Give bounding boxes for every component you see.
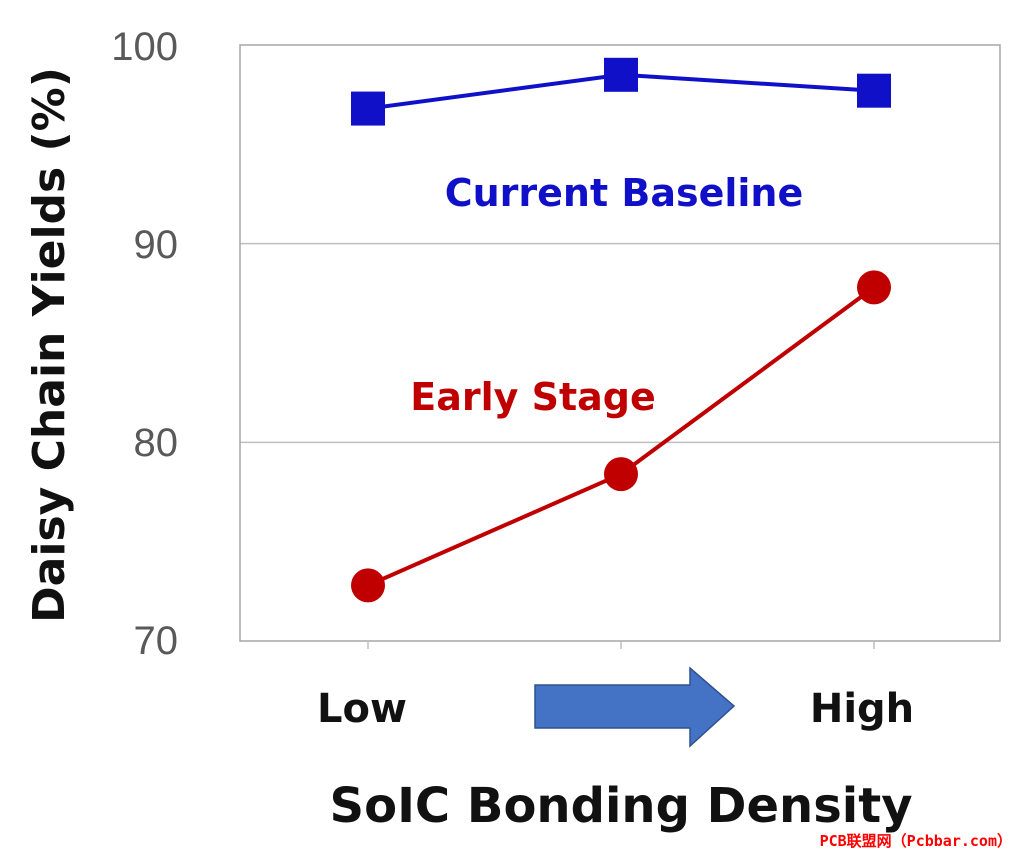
watermark-text: PCB联盟网（Pcbbar.com） [820, 832, 1012, 850]
y-tick-label-80: 80 [134, 421, 179, 465]
grid-lines [240, 242, 1000, 444]
data-point-current-baseline-1 [604, 57, 638, 92]
x-axis-title: SoIC Bonding Density [330, 778, 913, 834]
x-category-label-high: High [810, 686, 914, 732]
y-tick-label-70: 70 [134, 619, 179, 663]
x-tick-marks [367, 641, 875, 649]
series-label-early-stage: Early Stage [410, 375, 656, 419]
series-line-early-stage [367, 285, 876, 588]
y-axis-title: Daisy Chain Yields (%) [24, 67, 75, 623]
data-point-current-baseline-0 [351, 91, 385, 126]
y-tick-label-100: 100 [111, 25, 178, 69]
right-arrow-icon [534, 666, 736, 748]
data-point-early-stage-0 [351, 568, 385, 603]
data-point-early-stage-1 [604, 457, 638, 492]
y-tick-label-90: 90 [134, 223, 179, 267]
data-point-current-baseline-2 [857, 73, 891, 108]
data-point-early-stage-2 [857, 270, 891, 305]
series-label-current-baseline: Current Baseline [445, 171, 804, 215]
series-group [351, 57, 891, 603]
plot-area-border [239, 44, 1001, 642]
x-category-label-low: Low [317, 686, 407, 732]
